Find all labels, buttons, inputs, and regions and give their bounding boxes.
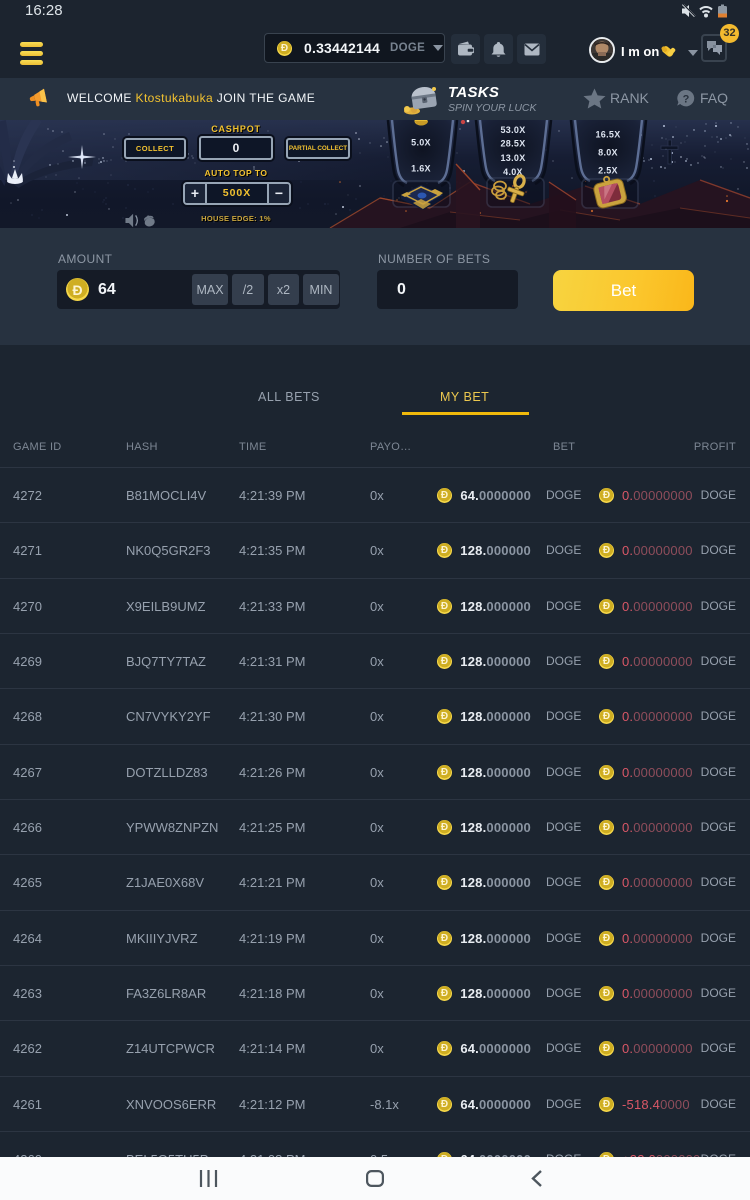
svg-text:2.5X: 2.5X [598, 166, 618, 176]
svg-text:13.0X: 13.0X [500, 153, 525, 163]
svg-text:1.6X: 1.6X [411, 164, 431, 174]
svg-text:?: ? [683, 94, 690, 106]
svg-text:8.0X: 8.0X [598, 148, 618, 158]
svg-text:28.5X: 28.5X [500, 139, 525, 149]
svg-text:53.0X: 53.0X [500, 125, 525, 135]
svg-text:4.0X: 4.0X [503, 167, 523, 177]
svg-text:16.5X: 16.5X [595, 130, 620, 140]
svg-text:5.0X: 5.0X [411, 138, 431, 148]
